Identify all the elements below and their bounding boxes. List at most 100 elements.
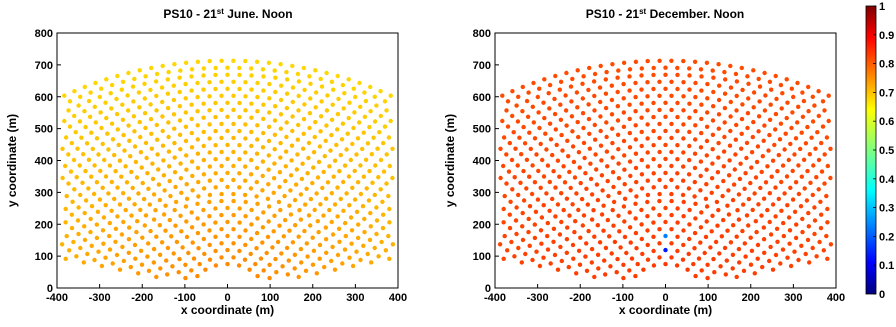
heliostat-point [178, 176, 184, 181]
heliostat-point [272, 161, 277, 166]
heliostat-point [634, 246, 639, 251]
heliostat-point [586, 116, 592, 122]
heliostat-point [728, 99, 733, 105]
heliostat-point [310, 235, 315, 240]
heliostat-point [266, 60, 272, 65]
heliostat-point [143, 140, 149, 146]
heliostat-point [290, 63, 295, 69]
heliostat-point [605, 164, 610, 169]
heliostat-point [388, 118, 393, 124]
heliostat-point [787, 241, 792, 246]
heliostat-point [160, 128, 165, 134]
heliostat-point [814, 175, 819, 180]
heliostat-point [609, 112, 615, 117]
heliostat-point [100, 228, 106, 233]
heliostat-point [788, 263, 794, 269]
heliostat-point [362, 216, 367, 222]
heliostat-point [583, 171, 588, 176]
heliostat-point [306, 155, 311, 161]
heliostat-point [285, 77, 290, 82]
heliostat-point [621, 275, 626, 281]
heliostat-point [537, 263, 543, 269]
heliostat-point [106, 191, 111, 196]
heliostat-point [354, 249, 359, 254]
heliostat-point [551, 239, 556, 244]
heliostat-point [142, 81, 147, 87]
heliostat-point [570, 76, 575, 82]
heliostat-point [114, 96, 119, 102]
heliostat-point [719, 234, 724, 239]
heliostat-point [110, 261, 115, 266]
heliostat-point [189, 130, 194, 136]
heliostat-point [237, 114, 242, 120]
heliostat-point [127, 225, 132, 230]
heliostat-point [167, 217, 172, 223]
heliostat-point [564, 250, 569, 255]
heliostat-point [628, 173, 633, 179]
heliostat-point [354, 152, 359, 157]
heliostat-point [225, 100, 230, 106]
heliostat-point [125, 108, 131, 113]
heliostat-point [621, 204, 627, 209]
heliostat-point [237, 86, 242, 92]
heliostat-point [243, 242, 248, 248]
heliostat-point [584, 186, 589, 191]
heliostat-point [283, 149, 289, 154]
heliostat-point [374, 205, 379, 210]
heliostat-point [589, 246, 595, 252]
heliostat-point [278, 126, 283, 131]
heliostat-point [343, 233, 348, 239]
heliostat-point [126, 70, 131, 76]
heliostat-point [149, 65, 154, 71]
title-sup: st [217, 7, 224, 16]
heliostat-point [581, 125, 586, 131]
heliostat-point [639, 101, 644, 106]
heliostat-point [603, 77, 608, 82]
heliostat-point [363, 157, 369, 162]
heliostat-point [779, 179, 784, 185]
heliostat-point [75, 146, 80, 151]
heliostat-point [704, 167, 709, 172]
heliostat-point [128, 264, 133, 270]
heliostat-point [791, 94, 796, 100]
heliostat-point [663, 156, 668, 162]
heliostat-point [546, 91, 551, 96]
heliostat-point [284, 91, 290, 96]
heliostat-point [516, 94, 521, 100]
heliostat-point [592, 93, 597, 99]
heliostat-point [594, 182, 600, 187]
heliostat-point [792, 249, 797, 254]
colorbar-tick-label: 0.7 [879, 87, 894, 99]
heliostat-point [347, 203, 352, 208]
heliostat-point [362, 229, 367, 235]
heliostat-point [751, 119, 756, 125]
heliostat-point [500, 118, 505, 124]
heliostat-point [535, 197, 541, 202]
heliostat-point [352, 197, 358, 202]
heliostat-point [67, 99, 73, 104]
heliostat-point [574, 271, 579, 276]
heliostat-point [147, 202, 152, 207]
heliostat-point [555, 158, 561, 163]
heliostat-point [521, 198, 527, 203]
heliostat-point [329, 132, 334, 138]
heliostat-point [773, 73, 778, 79]
heliostat-point [207, 192, 213, 198]
heliostat-point [140, 235, 145, 240]
heliostat-point [341, 179, 346, 185]
heliostat-point [702, 250, 707, 256]
heliostat-point [710, 161, 715, 166]
heliostat-point [107, 220, 113, 226]
heliostat-point [143, 74, 148, 79]
heliostat-point [784, 77, 789, 82]
heliostat-point [586, 102, 591, 107]
heliostat-point [582, 155, 587, 161]
heliostat-point [663, 128, 668, 134]
heliostat-point [330, 102, 335, 107]
heliostat-point [381, 169, 387, 174]
heliostat-point [358, 104, 363, 110]
heliostat-point [663, 247, 668, 253]
heliostat-point [616, 213, 621, 218]
heliostat-point [64, 193, 69, 199]
heliostat-point [738, 161, 743, 166]
